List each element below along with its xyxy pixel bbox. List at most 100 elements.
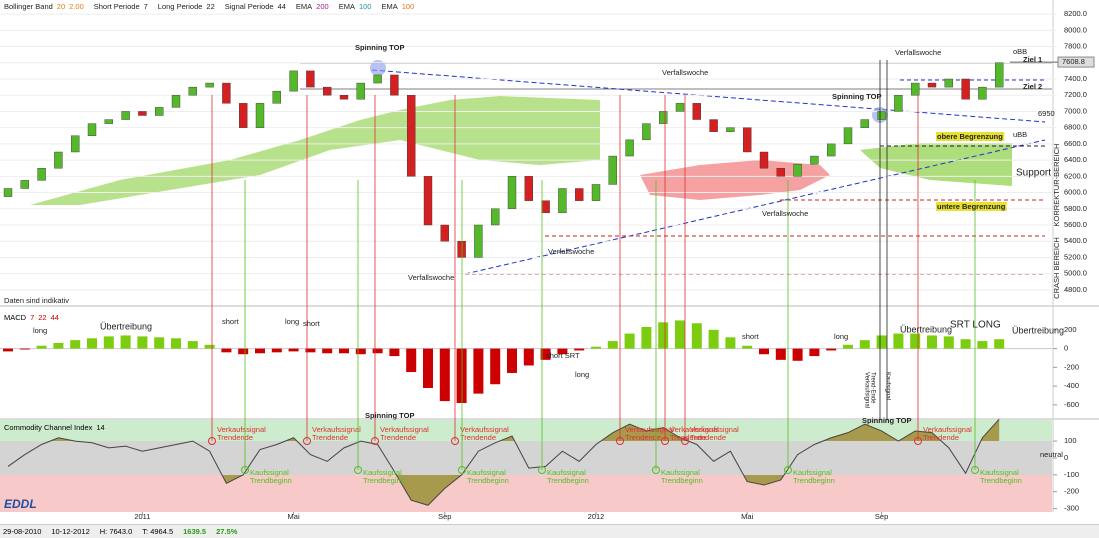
y-tick-label: 6200.0 bbox=[1064, 171, 1087, 180]
buy-signal-label: Kaufssignal Trendbeginn bbox=[980, 468, 1022, 485]
y-tick-label: 0 bbox=[1064, 344, 1068, 353]
macd-param: 22 bbox=[38, 313, 47, 322]
candle-body bbox=[927, 82, 937, 88]
candle-body bbox=[407, 95, 416, 177]
bar bbox=[120, 335, 131, 349]
bar bbox=[607, 341, 618, 349]
bar bbox=[3, 348, 13, 352]
candle-body bbox=[121, 111, 130, 120]
annotation: Ziel 2 bbox=[1023, 82, 1042, 91]
candle-body bbox=[759, 151, 769, 169]
bar bbox=[775, 348, 786, 360]
bar bbox=[876, 335, 887, 349]
sell-signal-line-text: Verkaufssignal bbox=[312, 425, 361, 434]
candle-body bbox=[222, 82, 231, 104]
candle-body bbox=[995, 62, 1004, 88]
annotation: Verfallswoche bbox=[895, 48, 941, 57]
candle-body bbox=[541, 200, 550, 214]
bar bbox=[53, 342, 64, 349]
candle-body bbox=[440, 224, 449, 242]
candle-body bbox=[70, 135, 80, 153]
annotation: Verfallswoche bbox=[662, 68, 708, 77]
bar bbox=[927, 335, 937, 349]
bar bbox=[725, 337, 736, 349]
signal-circle bbox=[784, 466, 792, 474]
candle-body bbox=[507, 176, 517, 209]
sell-signal-label: Verkaufssignal Trendende bbox=[690, 425, 739, 442]
candle-body bbox=[87, 123, 97, 136]
y-tick-label: -200 bbox=[1064, 362, 1079, 371]
sell-signal-line-text: Trendende bbox=[690, 433, 726, 442]
candle-body bbox=[306, 70, 315, 88]
candle-body bbox=[188, 86, 198, 96]
candle-body bbox=[810, 155, 819, 165]
candle-body bbox=[659, 111, 668, 124]
y-tick-label: 6600.0 bbox=[1064, 139, 1087, 148]
buy-signal-line-text: Trendbeginn bbox=[980, 476, 1022, 485]
candle-body bbox=[238, 103, 248, 128]
annotation: Spinning TOP bbox=[355, 43, 404, 52]
x-tick-label: Mai bbox=[288, 512, 300, 521]
annotation: short bbox=[222, 317, 240, 326]
buy-signal-line-text: Kaufssignal bbox=[661, 468, 700, 477]
bar bbox=[271, 348, 282, 353]
bar bbox=[859, 340, 870, 349]
buy-signal-line-text: Kaufssignal bbox=[250, 468, 289, 477]
x-tick-label: Mai bbox=[741, 512, 753, 521]
signal-circle bbox=[661, 437, 669, 445]
legend-name: EMA bbox=[338, 2, 355, 11]
cci-line bbox=[7, 418, 1000, 506]
sell-signal-label: Verkaufssignal Trendende bbox=[312, 425, 361, 442]
bar bbox=[439, 348, 450, 402]
annotation: obere Begrenzung bbox=[937, 132, 1003, 141]
bar bbox=[977, 341, 988, 349]
annotation: long bbox=[834, 332, 848, 341]
bar bbox=[171, 338, 181, 349]
annotation: untere Begrenzung bbox=[937, 202, 1006, 211]
buy-signal-label: Kaufssignal Trendbeginn bbox=[661, 468, 703, 485]
candle-body bbox=[339, 95, 349, 100]
cci-header: Commodity Channel Index 14 bbox=[4, 423, 105, 432]
legend-item: Signal Periode 44 bbox=[225, 2, 286, 11]
bar bbox=[691, 323, 702, 349]
legend-name: EMA bbox=[295, 2, 313, 11]
last-price-label: 7608.8 bbox=[1062, 57, 1085, 66]
candle-body bbox=[608, 155, 617, 185]
candle-body bbox=[675, 103, 685, 112]
candle-body bbox=[474, 224, 483, 258]
start-date: 29-08-2010 bbox=[3, 527, 42, 536]
annotation-bg bbox=[936, 201, 1007, 211]
candle-body bbox=[558, 188, 567, 214]
zone bbox=[0, 420, 1052, 442]
sell-signal-label: Verkaufssignal Trendende bbox=[625, 425, 674, 442]
annotation: Übertreibung bbox=[100, 321, 152, 331]
sell-signal-line-text: Verkaufssignal bbox=[460, 425, 509, 434]
annotation: KORREKTUR-BEREICH bbox=[1052, 144, 1061, 227]
signal-circle bbox=[354, 466, 362, 474]
annotation: oBB bbox=[1013, 47, 1027, 56]
y-tick-label: 5600.0 bbox=[1064, 220, 1087, 229]
buy-signal-label: Kaufssignal Trendbeginn bbox=[363, 468, 405, 485]
signal-circle bbox=[971, 466, 979, 474]
legend-item: Bollinger Band 20 2.00 bbox=[4, 2, 84, 11]
annotation: short bbox=[742, 332, 760, 341]
annotation: CRASH BEREICH bbox=[1052, 237, 1061, 299]
cloud bbox=[860, 143, 1012, 186]
candle-body bbox=[54, 151, 63, 169]
buy-signal-line-text: Trendbeginn bbox=[363, 476, 405, 485]
bar bbox=[843, 344, 853, 349]
candle-body bbox=[356, 82, 365, 100]
x-tick-label: Sep bbox=[875, 512, 888, 521]
candle-body bbox=[171, 95, 181, 108]
legend-param: 22 bbox=[206, 2, 215, 11]
annotation: Daten sind indikativ bbox=[4, 296, 69, 305]
signal-circle bbox=[681, 437, 689, 445]
annotation: Kaufsignal bbox=[884, 372, 890, 400]
buy-signal-line-text: Kaufssignal bbox=[363, 468, 402, 477]
y-tick-label: 5200.0 bbox=[1064, 252, 1087, 261]
bar bbox=[994, 339, 1005, 349]
candle-body bbox=[692, 103, 701, 120]
bar bbox=[154, 337, 165, 349]
buy-signal-label: Kaufssignal Trendbeginn bbox=[467, 468, 509, 485]
